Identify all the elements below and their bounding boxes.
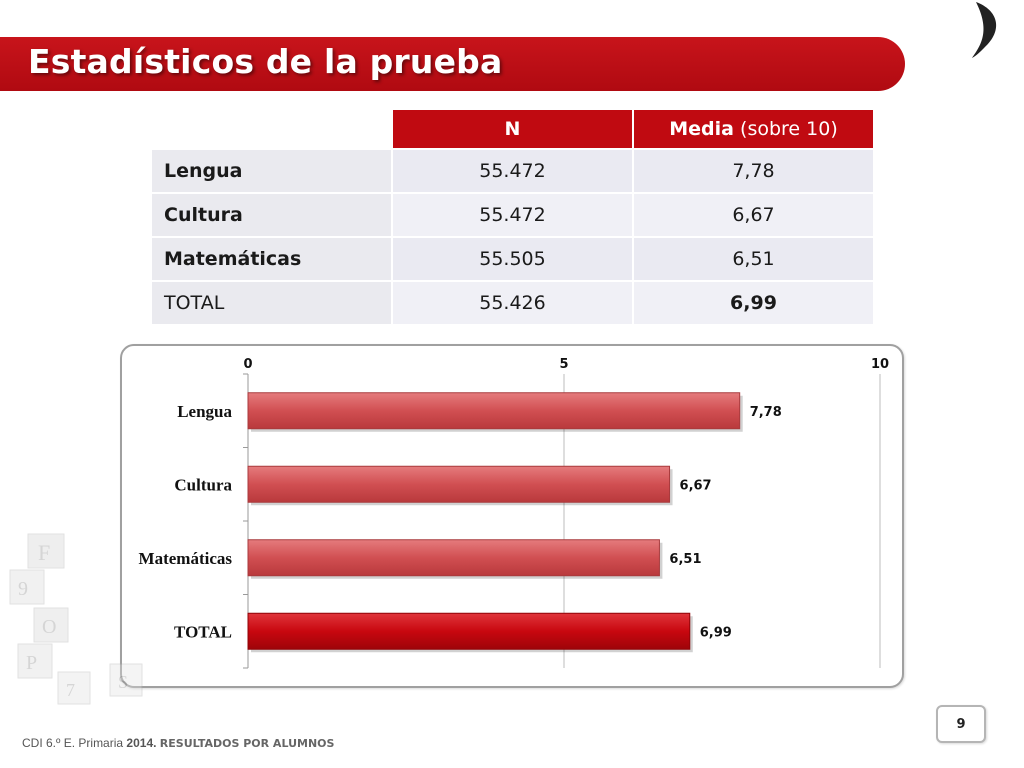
table-header-media: Media (sobre 10) [633,110,875,150]
bar [247,539,660,577]
svg-text:O: O [42,616,56,638]
table-row: Matemáticas 55.505 6,51 [152,237,875,282]
table-header-media-label: Media [669,118,734,140]
svg-text:S: S [118,672,128,692]
value-label: 6,99 [700,625,732,640]
category-label: Matemáticas [139,549,233,568]
svg-text:F: F [38,540,50,565]
value-label: 7,78 [750,405,782,420]
cell-n: 55.505 [392,237,634,282]
cell-media: 6,99 [633,281,875,326]
x-tick-label: 5 [559,357,568,372]
page-title: Estadísticos de la prueba [28,42,503,81]
svg-text:9: 9 [18,578,28,600]
bar [247,612,691,650]
cell-n: 55.426 [392,281,634,326]
cell-media: 7,78 [633,149,875,194]
table-header-empty [152,110,393,150]
value-label: 6,67 [680,478,712,493]
bar [247,465,671,503]
cell-n: 55.472 [392,149,634,194]
page-number: 9 [936,705,986,743]
table-header-n: N [392,110,634,150]
footer-year: 2014. [126,736,157,750]
bar [247,392,741,430]
title-banner [0,37,905,91]
bar-chart: 0 5 10 7,78 Lengua 6,67 Cultura 6,51 Matemáticas… [139,357,889,669]
chart-frame: 0 5 10 7,78 Lengua 6,67 Cultura 6,51 Matemáticas… [120,344,904,688]
row-label: Cultura [152,193,393,238]
svg-text:P: P [26,652,37,674]
category-label: TOTAL [174,622,232,641]
cell-media: 6,67 [633,193,875,238]
category-label: Lengua [177,402,232,421]
svg-text:7: 7 [66,680,75,700]
footer-section: RESULTADOS POR ALUMNOS [159,737,335,750]
alphabet-blocks-illustration: F 9 O P 7 S [9,533,143,705]
x-tick-label: 0 [243,357,252,372]
footer: CDI 6.º E. Primaria 2014. RESULTADOS POR… [22,736,334,750]
cell-n: 55.472 [392,193,634,238]
category-label: Cultura [174,475,232,494]
cell-media: 6,51 [633,237,875,282]
row-label: TOTAL [152,281,393,326]
table-header-media-unit: (sobre 10) [740,118,838,140]
x-tick-label: 10 [871,357,889,372]
table-row: TOTAL 55.426 6,99 [152,281,875,326]
row-label: Lengua [152,149,393,194]
table-row: Cultura 55.472 6,67 [152,193,875,238]
value-label: 6,51 [669,552,701,567]
row-label: Matemáticas [152,237,393,282]
footer-prefix: CDI 6.º E. Primaria [22,736,124,750]
table-row: Lengua 55.472 7,78 [152,149,875,194]
stats-table: N Media (sobre 10) Lengua 55.472 7,78 Cu… [152,110,875,326]
logo-icon [972,2,997,58]
table-header-row: N Media (sobre 10) [152,110,875,150]
